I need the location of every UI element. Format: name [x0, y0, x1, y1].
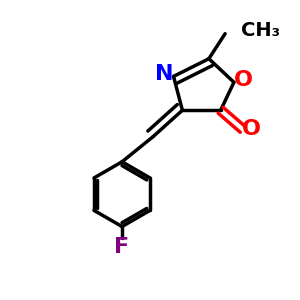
Text: CH₃: CH₃ — [241, 21, 280, 40]
Text: O: O — [242, 119, 261, 140]
Text: F: F — [115, 237, 130, 257]
Text: N: N — [155, 64, 173, 84]
Text: O: O — [234, 70, 253, 90]
